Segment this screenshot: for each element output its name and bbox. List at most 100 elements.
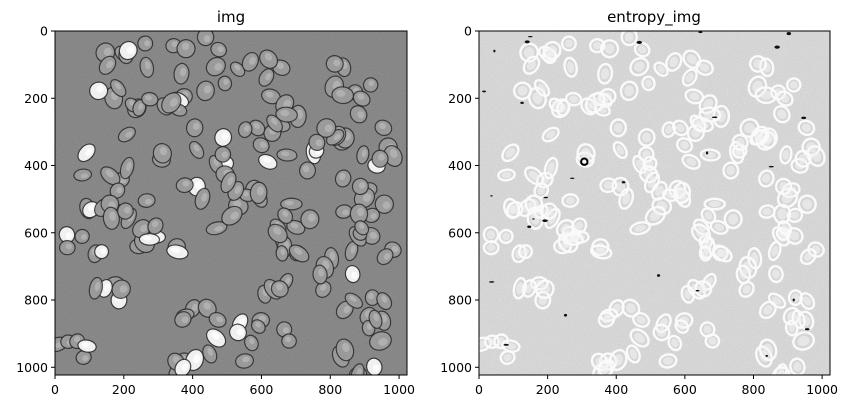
cell-ring <box>501 143 520 163</box>
cell <box>210 41 228 58</box>
cell <box>174 358 192 375</box>
dark-speck <box>528 36 533 38</box>
dark-speck <box>695 289 700 292</box>
cell <box>368 309 383 329</box>
dark-speck <box>705 151 709 155</box>
cell <box>174 311 192 328</box>
dark-speck <box>488 281 495 283</box>
cell <box>58 226 76 244</box>
cell <box>298 161 317 180</box>
cell <box>205 221 228 236</box>
cell-ring <box>542 40 562 61</box>
cell <box>141 91 159 107</box>
cell <box>300 209 320 230</box>
cell <box>214 146 232 163</box>
cell-ring <box>571 217 588 235</box>
cell-ring <box>612 140 628 160</box>
cell <box>362 77 379 93</box>
cell <box>275 245 289 262</box>
cell-ring <box>792 331 816 351</box>
cell <box>137 193 156 208</box>
cell <box>261 88 281 105</box>
y-tick-label: 1000 <box>16 360 48 375</box>
cell <box>275 106 298 123</box>
cell <box>349 203 369 225</box>
cell-ring <box>698 245 712 262</box>
cell-ring <box>652 323 671 342</box>
cell <box>249 181 268 205</box>
cell <box>205 328 227 348</box>
cell <box>75 349 92 365</box>
cell-ring <box>637 128 656 147</box>
cell <box>259 49 279 69</box>
cell-ring <box>779 145 793 165</box>
cell <box>229 61 246 77</box>
dark-speck <box>542 219 548 223</box>
cell-ring <box>653 61 669 77</box>
cell <box>74 228 90 244</box>
cell <box>132 99 147 117</box>
cell-ring <box>512 276 527 300</box>
cell <box>175 177 194 194</box>
cell <box>383 144 403 167</box>
cell-ring <box>633 41 651 58</box>
cell-ring <box>597 358 615 375</box>
dark-speck <box>482 90 487 93</box>
cell <box>266 114 283 133</box>
cell-ring <box>643 171 661 194</box>
cell <box>166 244 189 260</box>
cell <box>349 105 368 124</box>
cell-ring <box>599 177 618 194</box>
cell-ring <box>556 99 570 117</box>
cell <box>100 166 121 186</box>
y-tick-label: 1000 <box>440 360 472 375</box>
cell-ring <box>589 244 613 260</box>
cell <box>88 276 104 300</box>
cell <box>109 182 126 199</box>
cell-ring <box>588 38 606 54</box>
dark-speck <box>656 274 661 277</box>
cell-ring <box>773 363 788 375</box>
cell <box>111 279 131 299</box>
cell <box>374 119 393 137</box>
image-img <box>55 31 407 375</box>
cell-ring <box>772 105 791 124</box>
cell-ring <box>799 248 817 266</box>
cell <box>176 39 196 59</box>
cell <box>77 339 97 353</box>
cell-ring <box>541 126 560 143</box>
dark-speck <box>543 196 548 199</box>
x-tick-label: 0 <box>51 382 59 397</box>
cell <box>354 220 370 236</box>
dark-speck <box>520 101 524 104</box>
cell-ring <box>748 55 767 73</box>
cell-ring <box>665 52 683 72</box>
cell-ring <box>786 77 802 93</box>
y-tick-label: 800 <box>24 293 48 308</box>
panel-entropy: entropy_img 0 200 400 600 800 100002004006008… <box>440 8 838 397</box>
x-tick-label: 600 <box>673 382 697 397</box>
cell-ring <box>794 149 812 168</box>
x-tick-label: 1000 <box>806 382 838 397</box>
cell-ring <box>499 349 516 365</box>
cell <box>237 121 253 139</box>
cell-ring <box>619 80 639 102</box>
ring-layer <box>479 31 826 375</box>
dark-speck <box>532 218 535 220</box>
cell <box>94 244 110 260</box>
cell-ring <box>758 169 775 188</box>
cell-ring <box>563 56 578 78</box>
cell <box>77 143 96 163</box>
cell <box>335 338 355 362</box>
cell <box>118 40 138 61</box>
cell-ring <box>518 244 534 260</box>
cell-ring <box>497 168 516 182</box>
cell <box>217 75 233 92</box>
y-tick-label: 200 <box>448 91 472 106</box>
dark-speck <box>563 313 568 317</box>
cell-ring <box>609 118 628 138</box>
x-tick-label: 1000 <box>383 382 415 397</box>
